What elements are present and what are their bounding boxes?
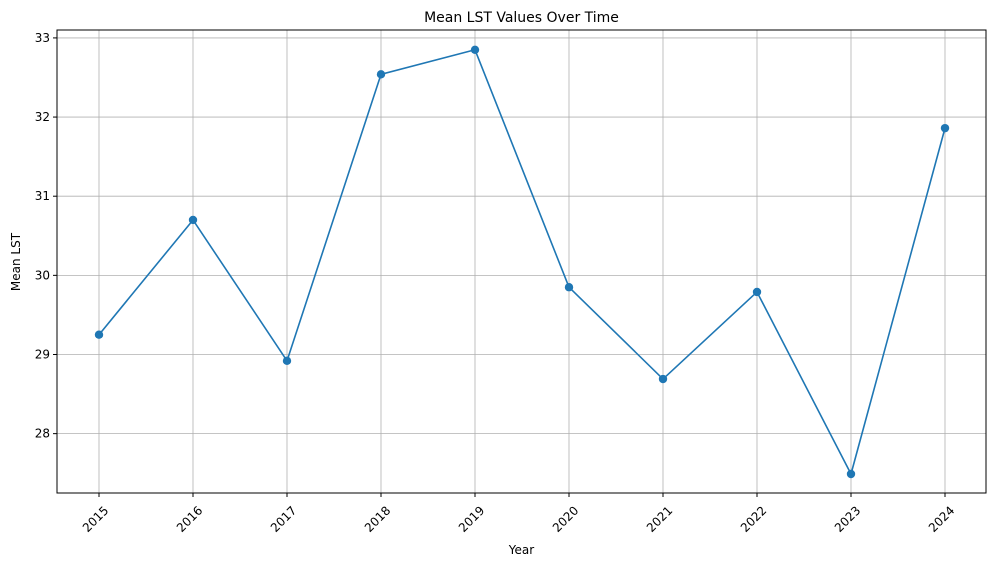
data-point — [94, 330, 104, 339]
x-tick-label: 2016 — [174, 503, 205, 534]
y-tick-label: 33 — [35, 31, 50, 45]
data-point — [658, 374, 668, 384]
plot-area-frame — [56, 29, 987, 494]
x-tick-label: 2023 — [832, 503, 863, 534]
x-tick-label: 2019 — [456, 503, 487, 534]
data-point — [752, 287, 762, 297]
data-point — [376, 70, 386, 79]
x-axis-label: Year — [508, 543, 534, 557]
series-line — [98, 48, 946, 475]
y-tick-label: 32 — [35, 110, 50, 124]
x-tick-label: 2015 — [80, 503, 111, 534]
x-tick-label: 2021 — [644, 503, 675, 534]
y-tick-label: 30 — [35, 268, 50, 282]
y-tick-label: 29 — [35, 347, 50, 361]
data-point — [188, 215, 198, 225]
data-point — [282, 356, 292, 366]
data-point — [564, 283, 574, 292]
y-axis-label: Mean LST — [9, 232, 23, 291]
x-tick-label: 2024 — [926, 503, 957, 534]
y-axis-ticks: 28 29 30 31 32 33 — [35, 31, 57, 441]
series-layer — [94, 45, 950, 479]
data-point — [470, 45, 480, 54]
grid-lines — [57, 30, 986, 493]
data-point — [846, 469, 856, 479]
data-point — [940, 123, 950, 133]
y-tick-label: 28 — [35, 427, 50, 441]
chart-title: Mean LST Values Over Time — [424, 10, 619, 26]
x-tick-label: 2020 — [550, 503, 581, 534]
x-axis-ticks: 2015 2016 2017 2018 2019 2020 2021 2022 2023 2024 — [80, 493, 957, 535]
y-tick-label: 31 — [35, 189, 50, 203]
x-tick-label: 2022 — [738, 503, 769, 534]
x-tick-label: 2018 — [362, 503, 393, 534]
x-tick-label: 2017 — [268, 503, 299, 534]
